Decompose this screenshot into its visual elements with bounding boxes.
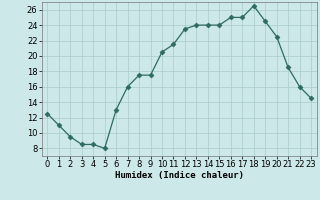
X-axis label: Humidex (Indice chaleur): Humidex (Indice chaleur) [115,171,244,180]
